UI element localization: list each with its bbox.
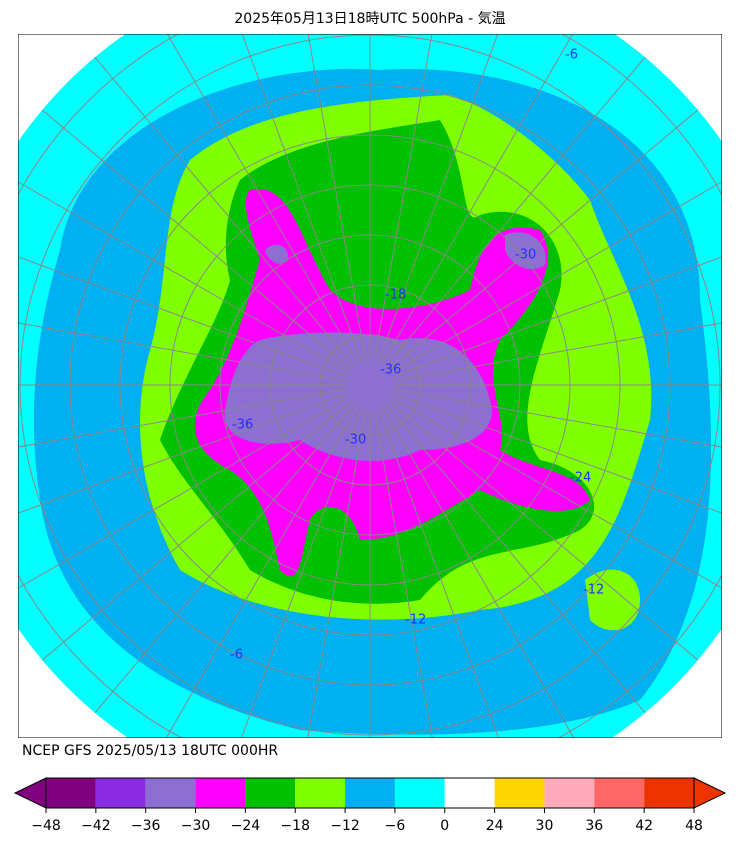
meridian bbox=[119, 34, 358, 364]
meridian bbox=[18, 393, 347, 557]
colorbar-bin bbox=[444, 778, 495, 808]
colorbar-bin bbox=[345, 778, 395, 808]
colorbar-tick-label: −36 bbox=[131, 818, 161, 834]
meridian bbox=[385, 34, 692, 367]
meridian bbox=[18, 134, 349, 373]
meridian bbox=[394, 297, 722, 382]
meridian bbox=[388, 400, 722, 707]
colorbar-tick-label: 24 bbox=[486, 818, 504, 834]
meridian bbox=[378, 408, 542, 738]
meridian bbox=[18, 388, 346, 473]
meridian bbox=[393, 213, 722, 377]
colorbar-tick-label: 0 bbox=[440, 818, 449, 834]
meridian bbox=[18, 400, 352, 707]
colorbar-bin bbox=[594, 778, 645, 808]
contour-label: -36 bbox=[380, 363, 401, 378]
colorbar-bin bbox=[494, 778, 545, 808]
meridian bbox=[382, 34, 621, 364]
contour-label: -18 bbox=[385, 288, 406, 303]
colorbar-tick-label: 36 bbox=[585, 818, 603, 834]
meridian bbox=[48, 403, 355, 738]
meridian bbox=[18, 213, 347, 377]
meridian bbox=[394, 388, 722, 473]
meridian bbox=[282, 34, 367, 361]
meridian bbox=[393, 393, 722, 557]
colorbar-tick-label: −6 bbox=[385, 818, 406, 834]
colorbar-over bbox=[693, 777, 727, 809]
meridian bbox=[18, 63, 352, 370]
colorbar-bin bbox=[544, 778, 595, 808]
colorbar-tick-label: −30 bbox=[181, 818, 211, 834]
meridian bbox=[198, 34, 362, 362]
colorbar-tick-label: −24 bbox=[231, 818, 261, 834]
band-lightgreen bbox=[585, 569, 640, 631]
contour-label: -30 bbox=[515, 248, 536, 263]
meridian bbox=[119, 406, 358, 738]
meridian bbox=[391, 397, 722, 636]
meridian bbox=[388, 63, 722, 370]
contour-label: -12 bbox=[583, 583, 604, 598]
colorbar-under bbox=[13, 777, 47, 809]
meridian bbox=[373, 409, 458, 738]
colorbar-tick-label: 48 bbox=[685, 818, 703, 834]
meridian bbox=[391, 134, 722, 373]
meridian bbox=[18, 397, 349, 636]
band-purple bbox=[505, 232, 546, 270]
contour-label: -30 bbox=[345, 433, 366, 448]
meridian bbox=[198, 408, 362, 738]
colorbar-bin bbox=[95, 778, 146, 808]
colorbar-tick-label: 42 bbox=[635, 818, 653, 834]
colorbar-tick-label: 30 bbox=[536, 818, 554, 834]
meridian bbox=[373, 34, 458, 361]
contour-label: -36 bbox=[232, 418, 253, 433]
colorbar-bin bbox=[644, 778, 694, 808]
source: NCEP GFS 2025/05/13 18UTC 000HR bbox=[22, 743, 278, 759]
meridian bbox=[282, 409, 367, 738]
colorbar-tick-label: −48 bbox=[31, 818, 61, 834]
colorbar-tick-label: −42 bbox=[81, 818, 111, 834]
meridian bbox=[378, 34, 542, 362]
band-purple bbox=[265, 244, 289, 264]
colorbar: −48 −42 −36 −30 −24 −18 −12 −6 0 24 30 36 42 48 bbox=[13, 777, 727, 834]
colorbar-bin bbox=[295, 778, 346, 808]
contour-label: -6 bbox=[230, 648, 243, 663]
contour-label: -12 bbox=[405, 613, 426, 628]
title: 2025年05月13日18時UTC 500hPa - 気温 bbox=[234, 11, 505, 27]
meridian bbox=[18, 297, 346, 382]
contour-label: -6 bbox=[565, 48, 578, 63]
colorbar-bin bbox=[195, 778, 246, 808]
colorbar-tick-label: −12 bbox=[330, 818, 360, 834]
colorbar-bin bbox=[245, 778, 296, 808]
meridian bbox=[48, 34, 355, 367]
colorbar-bin bbox=[46, 778, 96, 808]
colorbar-tick-label: −18 bbox=[280, 818, 310, 834]
colorbar-outline bbox=[45, 777, 695, 809]
contour-label: -24 bbox=[570, 471, 591, 486]
meridian bbox=[382, 406, 621, 738]
meridian bbox=[385, 403, 692, 738]
colorbar-bin bbox=[394, 778, 445, 808]
colorbar-bin bbox=[145, 778, 196, 808]
